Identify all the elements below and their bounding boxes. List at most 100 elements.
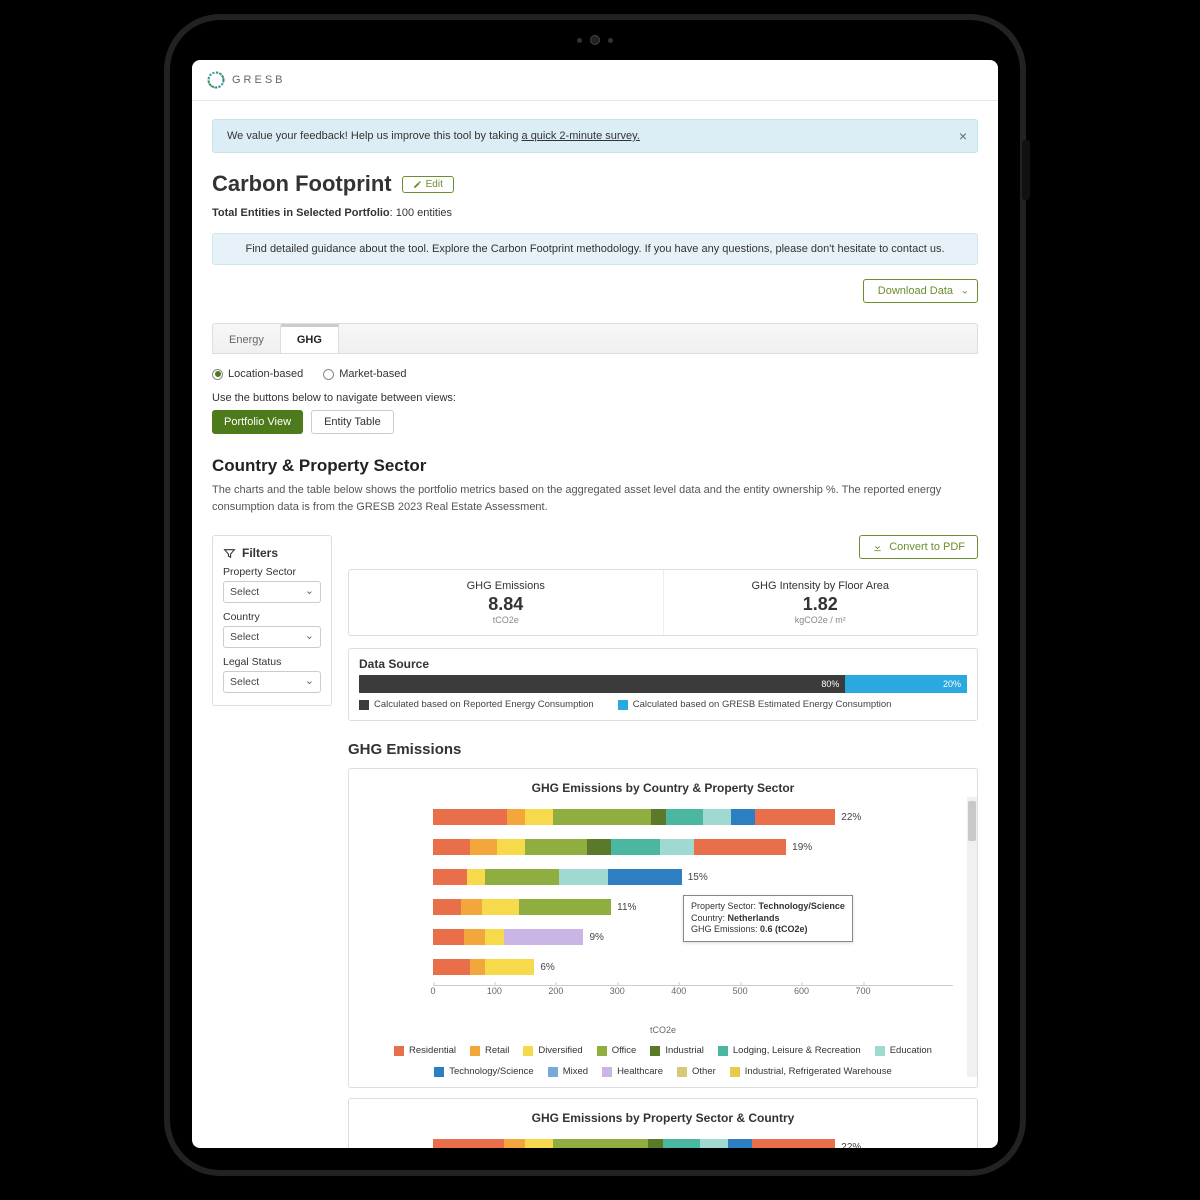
legend-item[interactable]: Retail — [470, 1045, 509, 1056]
bar-segment[interactable] — [703, 809, 731, 825]
legend-item[interactable]: Other — [677, 1066, 716, 1077]
stacked-bar[interactable] — [433, 809, 835, 825]
bar-segment[interactable] — [519, 899, 611, 915]
bar-segment[interactable] — [559, 869, 608, 885]
close-icon[interactable]: × — [959, 128, 967, 144]
bar-segment[interactable] — [611, 839, 660, 855]
bar-segment[interactable] — [433, 839, 470, 855]
viewport[interactable]: GRESB We value your feedback! Help us im… — [192, 60, 998, 1148]
bar-segment[interactable] — [755, 809, 835, 825]
legend-item[interactable]: Healthcare — [602, 1066, 663, 1077]
bar-segment[interactable] — [525, 839, 586, 855]
bar-segment[interactable] — [485, 929, 503, 945]
legend-item[interactable]: Office — [597, 1045, 637, 1056]
legend-text: Calculated based on GRESB Estimated Ener… — [633, 699, 892, 710]
legend-item[interactable]: Technology/Science — [434, 1066, 534, 1077]
bar-segment[interactable] — [433, 899, 461, 915]
stacked-bar[interactable] — [433, 899, 611, 915]
radio-market-based[interactable]: Market-based — [323, 368, 406, 380]
stacked-bar[interactable] — [433, 1139, 835, 1148]
radio-location-based[interactable]: Location-based — [212, 368, 303, 380]
stacked-bar[interactable] — [433, 869, 682, 885]
bar-segment[interactable] — [660, 839, 694, 855]
legend-label: Industrial — [665, 1045, 704, 1056]
bar-segment[interactable] — [553, 1139, 648, 1148]
stacked-bar[interactable] — [433, 929, 583, 945]
bar-segment[interactable] — [507, 809, 525, 825]
bar-segment[interactable] — [433, 809, 507, 825]
filter-select-country[interactable]: Select — [223, 626, 321, 648]
bar-segment[interactable] — [608, 869, 682, 885]
legend-item[interactable]: Industrial, Refrigerated Warehouse — [730, 1066, 892, 1077]
bar-segment[interactable] — [648, 1139, 663, 1148]
bar-segment[interactable] — [525, 1139, 553, 1148]
emissions-heading: GHG Emissions — [348, 741, 978, 758]
entities-label: Total Entities in Selected Portfolio — [212, 207, 390, 219]
bar-segment[interactable] — [464, 929, 486, 945]
legend-item[interactable]: Diversified — [523, 1045, 582, 1056]
bar-segment[interactable] — [553, 809, 651, 825]
bar-segment[interactable] — [470, 839, 498, 855]
legend-reported: Calculated based on Reported Energy Cons… — [359, 699, 594, 710]
bar-segment[interactable] — [666, 809, 703, 825]
bar-segment[interactable] — [482, 899, 519, 915]
bar-segment[interactable] — [525, 809, 553, 825]
legend-item[interactable]: Lodging, Leisure & Recreation — [718, 1045, 861, 1056]
bar-segment[interactable] — [467, 869, 485, 885]
entity-table-button[interactable]: Entity Table — [311, 410, 394, 434]
tab-energy[interactable]: Energy — [213, 324, 281, 353]
row-pct: 11% — [617, 902, 636, 913]
pencil-icon — [413, 180, 422, 189]
feedback-banner: We value your feedback! Help us improve … — [212, 119, 978, 153]
feedback-link[interactable]: a quick 2-minute survey. — [522, 130, 640, 142]
chart-row: Netherlands15% — [433, 865, 953, 889]
edit-button[interactable]: Edit — [402, 176, 454, 193]
bar-segment[interactable] — [694, 839, 786, 855]
bar-segment[interactable] — [728, 1139, 753, 1148]
chart-row: Poland6% — [433, 955, 953, 979]
legend-item[interactable]: Industrial — [650, 1045, 704, 1056]
bar-segment[interactable] — [461, 899, 483, 915]
chart-scrollbar[interactable] — [967, 797, 977, 1077]
bar-segment[interactable] — [433, 1139, 504, 1148]
filter-label: Legal Status — [223, 656, 321, 668]
bar-segment[interactable] — [470, 959, 485, 975]
bar-segment[interactable] — [433, 959, 470, 975]
bar-segment[interactable] — [433, 929, 464, 945]
bar-segment[interactable] — [731, 809, 756, 825]
brand-bar: GRESB — [192, 60, 998, 101]
stacked-bar[interactable] — [433, 959, 534, 975]
data-source-bar: 80% 20% — [359, 675, 967, 693]
bar-segment[interactable] — [485, 869, 559, 885]
filter-select-legal-status[interactable]: Select — [223, 671, 321, 693]
legend-estimated: Calculated based on GRESB Estimated Ener… — [618, 699, 892, 710]
bar-segment[interactable] — [497, 839, 525, 855]
legend-item[interactable]: Mixed — [548, 1066, 588, 1077]
data-source-seg-reported: 80% — [359, 675, 845, 693]
download-data-button[interactable]: Download Data ⌄ — [863, 279, 978, 303]
axis-tick: 200 — [548, 986, 563, 996]
guidance-banner: Find detailed guidance about the tool. E… — [212, 233, 978, 265]
bar-segment[interactable] — [485, 959, 534, 975]
convert-pdf-button[interactable]: Convert to PDF — [859, 535, 978, 559]
bar-segment[interactable] — [663, 1139, 700, 1148]
stacked-bar[interactable] — [433, 839, 786, 855]
gresb-logo-icon — [206, 70, 226, 90]
bar-segment[interactable] — [504, 1139, 526, 1148]
legend-item[interactable]: Residential — [394, 1045, 456, 1056]
axis-tick: 400 — [671, 986, 686, 996]
bar-segment[interactable] — [752, 1139, 835, 1148]
bar-segment[interactable] — [587, 839, 612, 855]
portfolio-view-button[interactable]: Portfolio View — [212, 410, 303, 434]
legend-swatch — [470, 1046, 480, 1056]
chart-country-sector: GHG Emissions by Country & Property Sect… — [348, 768, 978, 1088]
bar-segment[interactable] — [651, 809, 666, 825]
bar-segment[interactable] — [700, 1139, 728, 1148]
tab-ghg[interactable]: GHG — [281, 324, 339, 353]
filter-select-property-sector[interactable]: Select — [223, 581, 321, 603]
legend-item[interactable]: Education — [875, 1045, 932, 1056]
brand-name: GRESB — [232, 74, 286, 86]
legend-label: Healthcare — [617, 1066, 663, 1077]
bar-segment[interactable] — [433, 869, 467, 885]
bar-segment[interactable] — [504, 929, 584, 945]
